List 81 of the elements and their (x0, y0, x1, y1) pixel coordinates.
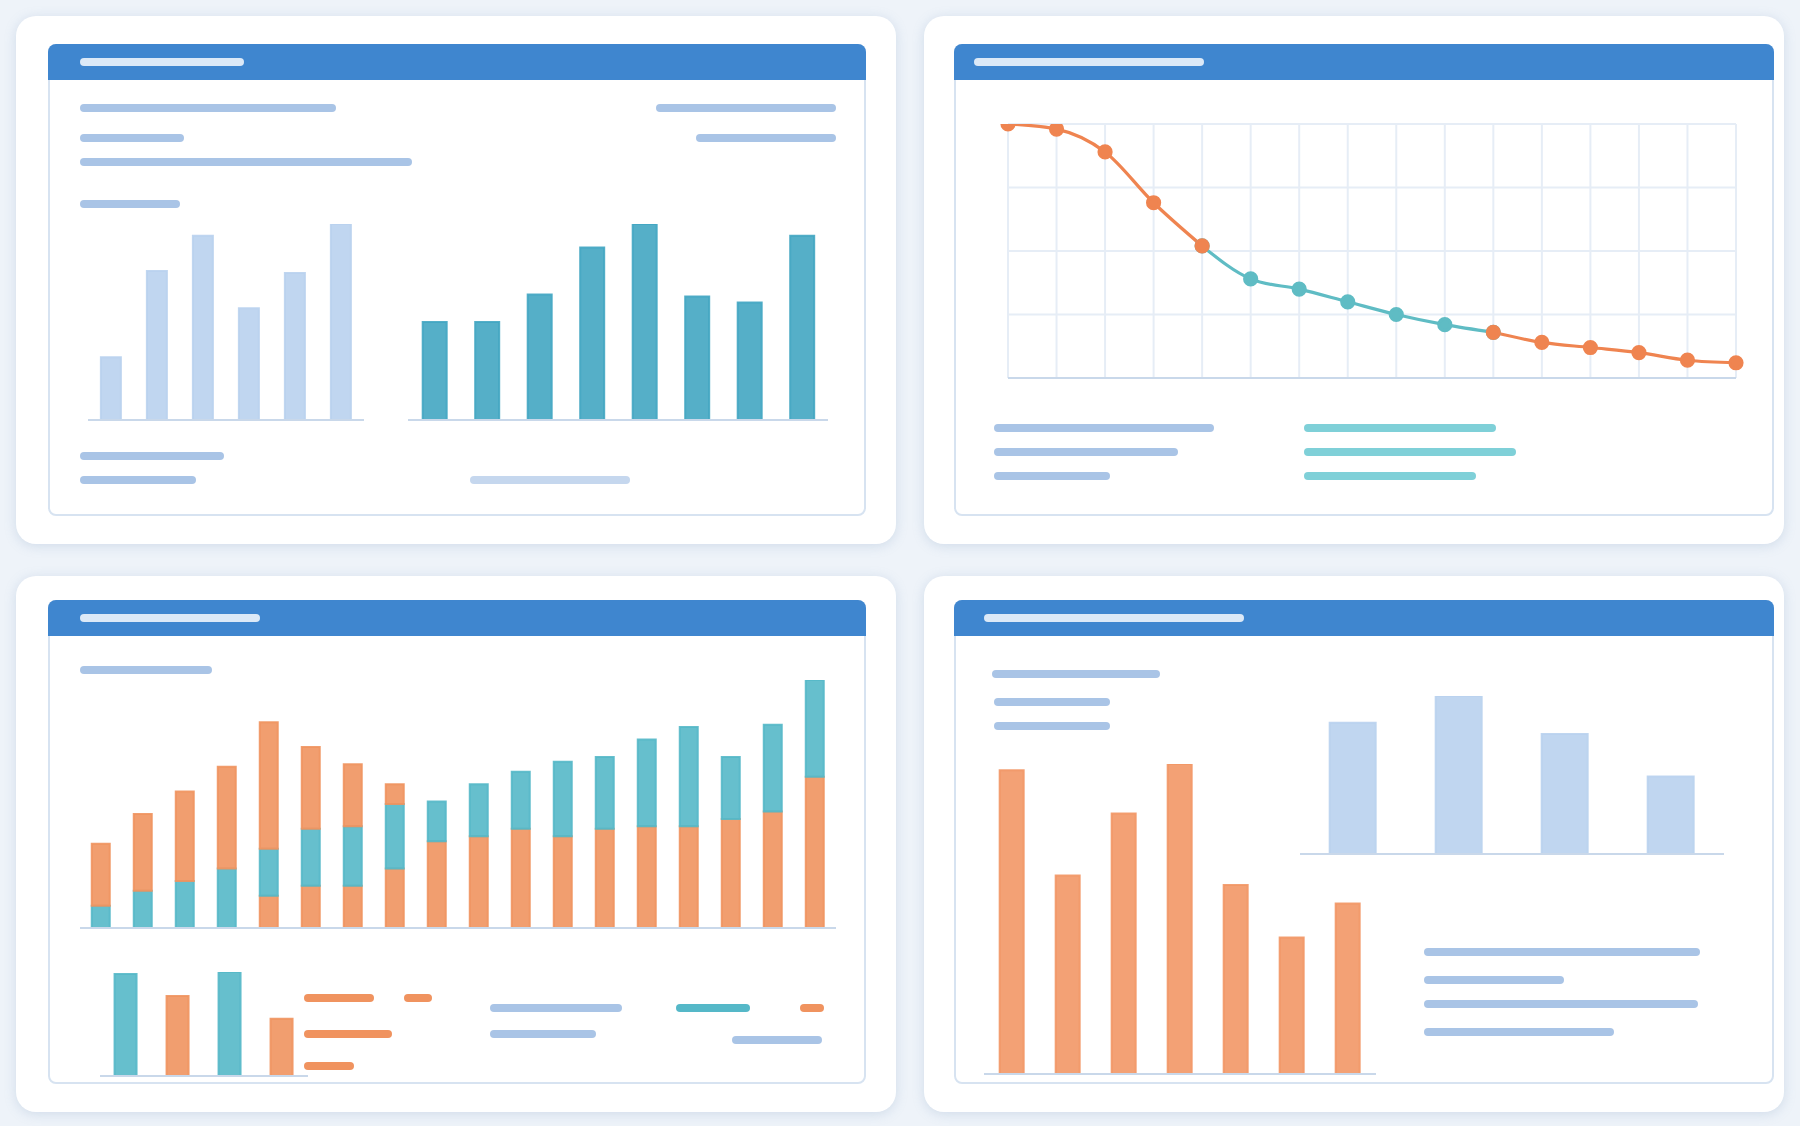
bar (468, 835, 489, 928)
bar (1540, 732, 1589, 854)
bar (636, 738, 657, 828)
bar (90, 842, 111, 907)
bar (269, 1017, 294, 1076)
bar (736, 301, 763, 420)
bar (145, 270, 168, 420)
bar (804, 680, 825, 778)
bar (594, 827, 615, 928)
bar (1166, 764, 1193, 1074)
bar (384, 783, 405, 805)
bar (998, 769, 1025, 1074)
bar (579, 246, 606, 420)
bar (165, 994, 190, 1076)
bar (421, 321, 448, 420)
point (1534, 334, 1550, 351)
bar (426, 840, 447, 928)
bar (426, 800, 447, 843)
bar (300, 884, 321, 928)
bar (384, 867, 405, 928)
bar (191, 234, 214, 420)
point (1679, 352, 1696, 368)
bar (594, 755, 615, 830)
bar (1278, 936, 1305, 1074)
bar (1646, 775, 1695, 854)
bar (1334, 902, 1361, 1074)
bar (342, 825, 363, 887)
point (1243, 271, 1259, 287)
bar (329, 224, 352, 420)
bar (631, 224, 658, 420)
bar (258, 847, 279, 897)
bar (132, 889, 153, 928)
bar (762, 723, 783, 813)
point (1388, 306, 1404, 323)
bar (217, 972, 242, 1076)
bar (258, 721, 279, 850)
bar (1222, 883, 1249, 1074)
bar (300, 827, 321, 887)
bar (1434, 696, 1483, 854)
bar (1110, 812, 1137, 1074)
bar (342, 884, 363, 928)
bar (474, 321, 501, 420)
bar (552, 835, 573, 928)
point (1340, 294, 1356, 310)
bar (216, 867, 237, 928)
bar (99, 356, 122, 420)
point (1582, 339, 1598, 356)
bar (526, 293, 553, 420)
point (1728, 355, 1744, 371)
bar (678, 726, 699, 828)
bar (510, 827, 531, 928)
point (1146, 195, 1162, 211)
bar (342, 763, 363, 828)
bar (216, 765, 237, 870)
bar (237, 307, 260, 420)
bar (720, 817, 741, 928)
bar (789, 234, 816, 420)
bar (258, 894, 279, 928)
bar (510, 770, 531, 830)
point (1097, 144, 1113, 160)
bar (684, 295, 711, 420)
bar (174, 790, 195, 882)
bar (678, 825, 699, 928)
bar (804, 775, 825, 928)
point (1048, 124, 1065, 137)
bar (468, 783, 489, 838)
bar (762, 810, 783, 928)
bar (1328, 721, 1377, 854)
bar (132, 812, 153, 892)
bar (552, 760, 573, 838)
point (1631, 345, 1647, 361)
point (1291, 281, 1307, 297)
bar (636, 825, 657, 928)
point (1437, 317, 1453, 333)
bar (283, 272, 306, 420)
bar (384, 803, 405, 870)
bar (174, 879, 195, 928)
bar (720, 755, 741, 820)
bar (1054, 874, 1081, 1074)
bar (113, 973, 138, 1076)
bar (300, 745, 321, 830)
